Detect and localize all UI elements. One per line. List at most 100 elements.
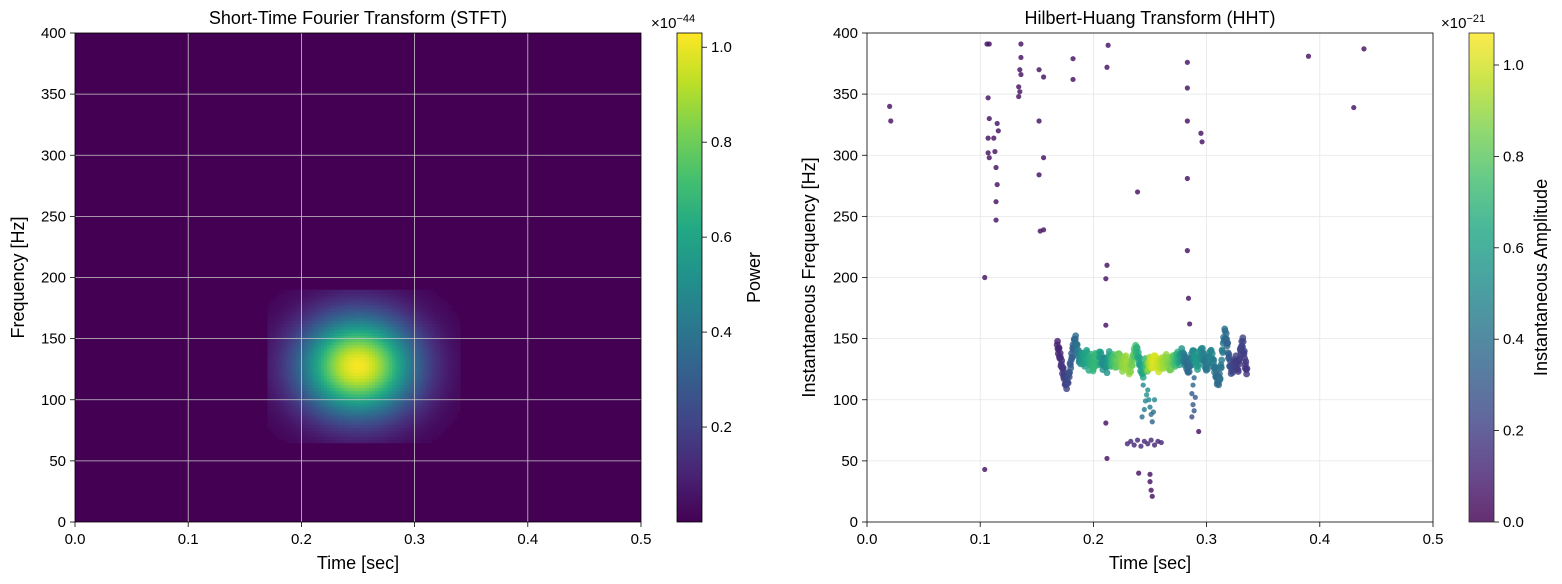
stft-heat-cell (307, 329, 311, 334)
stft-heat-cell (292, 356, 297, 361)
stft-heat-cell (420, 372, 424, 376)
stft-heat-cell (352, 384, 356, 389)
stft-heat-cell (383, 390, 387, 395)
stft-heat-cell (307, 402, 311, 407)
stft-heat-cell (287, 341, 291, 346)
stft-heat-cell (411, 353, 416, 358)
stft-heat-cell (442, 350, 447, 355)
stft-heat-cell (312, 363, 317, 367)
stft-heat-cell (417, 314, 421, 318)
stft-heat-cell (315, 399, 319, 404)
stft-heat-cell (394, 427, 399, 431)
stft-heat-cell (386, 433, 390, 438)
stft-heat-cell (309, 430, 314, 434)
stft-heat-cell (369, 390, 373, 395)
stft-heat-cell (448, 378, 452, 383)
stft-heat-cell (372, 384, 376, 389)
stft-heat-cell (358, 399, 362, 404)
stft-heat-cell (440, 418, 444, 422)
stft-heat-cell (417, 347, 421, 352)
stft-heat-cell (349, 430, 353, 434)
stft-heat-cell (428, 323, 433, 327)
stft-heat-cell (428, 430, 433, 434)
stft-heat-cell (394, 433, 399, 438)
stft-heat-cell (425, 369, 430, 373)
stft-heat-cell (403, 344, 407, 349)
stft-heat-cell (332, 408, 336, 413)
stft-heat-cell (284, 289, 288, 294)
stft-heat-cell (414, 295, 419, 300)
stft-heat-cell (295, 326, 300, 331)
stft-heat-cell (301, 347, 305, 352)
stft-heat-cell (448, 329, 452, 334)
stft-heat-cell (290, 390, 294, 395)
stft-heat-cell (445, 387, 450, 392)
stft-heat-cell (448, 399, 452, 404)
stft-heat-cell (341, 292, 345, 297)
stft-heat-cell (326, 393, 331, 398)
stft-heat-cell (437, 335, 441, 340)
stft-heat-cell (420, 375, 424, 379)
stft-heat-cell (355, 332, 359, 337)
stft-heat-cell (273, 344, 277, 349)
stft-heat-cell (309, 292, 314, 297)
stft-heat-cell (312, 326, 317, 331)
stft-heat-cell (400, 317, 404, 321)
stft-heat-cell (360, 329, 365, 334)
stft-heat-cell (425, 433, 430, 438)
hht-point (1139, 414, 1145, 420)
stft-heat-cell (377, 433, 382, 438)
stft-heat-cell (278, 353, 283, 358)
stft-heat-cell (292, 311, 297, 315)
stft-heat-cell (315, 378, 319, 383)
stft-heat-cell (457, 384, 461, 389)
stft-heat-cell (442, 387, 447, 392)
stft-heat-cell (292, 338, 297, 343)
stft-heat-cell (270, 384, 274, 389)
stft-heat-cell (394, 314, 399, 318)
stft-heat-cell (372, 424, 376, 428)
stft-heat-cell (329, 396, 334, 401)
stft-heat-cell (329, 439, 334, 444)
stft-heat-cell (423, 311, 427, 315)
stft-heat-cell (406, 323, 410, 327)
stft-heat-cell (400, 381, 404, 386)
stft-heat-cell (394, 439, 399, 444)
stft-heat-cell (363, 402, 368, 407)
stft-heat-cell (406, 430, 410, 434)
stft-heat-cell (394, 363, 399, 367)
stft-heat-cell (273, 314, 277, 318)
stft-heat-cell (290, 338, 294, 343)
stft-heat-cell (397, 347, 402, 352)
stft-heat-cell (437, 372, 441, 376)
stft-heat-cell (352, 311, 356, 315)
stft-heat-cell (411, 427, 416, 431)
stft-heat-cell (423, 363, 427, 367)
stft-heat-cell (355, 375, 359, 379)
stft-heat-cell (343, 372, 348, 376)
stft-heat-cell (437, 421, 441, 425)
stft-heat-cell (366, 298, 370, 303)
stft-heat-cell (414, 366, 419, 370)
hht-y-tick-label: 100 (833, 392, 858, 409)
stft-heat-cell (343, 320, 348, 324)
stft-heat-cell (411, 335, 416, 340)
hht-point (1036, 67, 1042, 73)
stft-heat-cell (372, 317, 376, 321)
stft-heat-cell (324, 292, 328, 297)
stft-heat-cell (270, 301, 274, 306)
hht-point (1236, 360, 1243, 368)
stft-heat-cell (442, 372, 447, 376)
stft-heat-cell (414, 427, 419, 431)
stft-heat-cell (304, 381, 308, 386)
stft-heat-cell (332, 292, 336, 297)
stft-heat-cell (343, 381, 348, 386)
stft-heat-cell (343, 366, 348, 370)
hht-point (1192, 394, 1198, 400)
stft-heat-cell (284, 381, 288, 386)
stft-heat-cell (341, 405, 345, 410)
stft-heat-cell (343, 418, 348, 422)
stft-heat-cell (326, 289, 331, 294)
stft-heat-cell (386, 430, 390, 434)
stft-heat-cell (386, 436, 390, 441)
